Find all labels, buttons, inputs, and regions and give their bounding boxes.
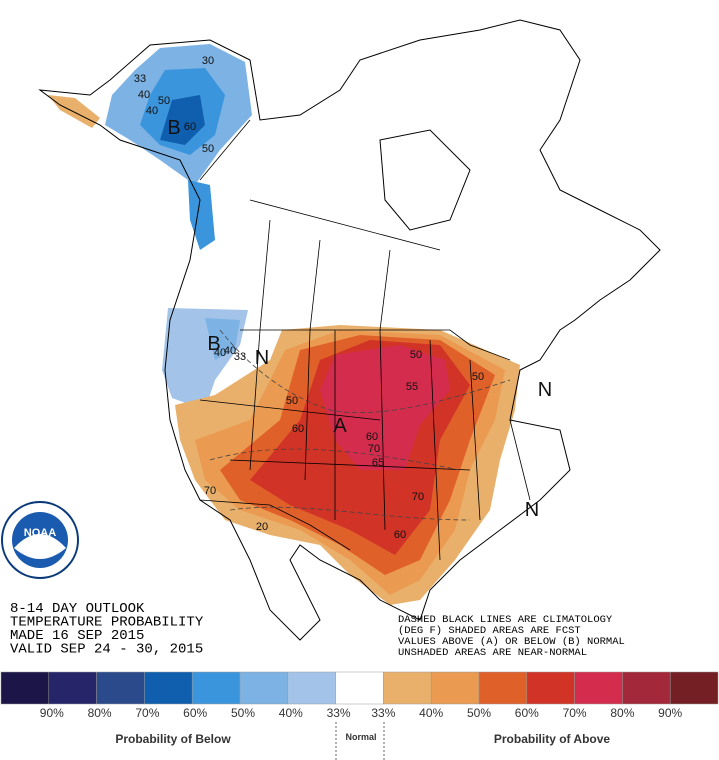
legend-label: 80%	[610, 706, 634, 720]
legend-swatch	[383, 671, 432, 705]
legend-label: 33%	[327, 706, 351, 720]
outlook-line: 8-14 DAY OUTLOOK	[10, 601, 145, 617]
contour-label: 70	[368, 443, 380, 455]
legend-swatch	[574, 671, 623, 705]
legend-title: Probability of Below	[115, 732, 231, 746]
outlook-line: TEMPERATURE PROBABILITY	[10, 615, 204, 631]
region-letter: N	[255, 347, 269, 369]
border	[240, 329, 511, 361]
legend-title: Normal	[345, 732, 376, 742]
region-letter: A	[333, 415, 347, 437]
contour-label: 60	[292, 423, 304, 435]
contour-label: 60	[184, 121, 196, 133]
region-letter: B	[167, 117, 180, 139]
note-line: (DEG F) SHADED AREAS ARE FCST	[398, 625, 581, 637]
legend-swatch	[96, 671, 145, 705]
below-area	[205, 318, 240, 360]
contour-label: 50	[158, 95, 170, 107]
below-area	[188, 180, 215, 250]
legend-label: 60%	[515, 706, 539, 720]
legend-swatch	[669, 671, 719, 705]
legend-label: 70%	[135, 706, 159, 720]
below-area	[160, 95, 205, 145]
climatology-line	[219, 329, 511, 413]
above-area	[320, 345, 450, 470]
contour-label: 40	[214, 347, 226, 359]
outlook-line: MADE 16 SEP 2015	[10, 628, 144, 644]
region-letter: N	[525, 499, 539, 521]
legend-label: 90%	[40, 706, 64, 720]
legend-label: 40%	[419, 706, 443, 720]
legend-swatch	[478, 671, 528, 705]
contour-label: 60	[394, 529, 406, 541]
legend-swatch	[239, 671, 289, 705]
legend-label: 90%	[658, 706, 682, 720]
contour-label: 60	[366, 431, 378, 443]
contour-label: 40	[138, 89, 150, 101]
logo-wave	[14, 534, 66, 559]
legend-label: 40%	[279, 706, 303, 720]
contour-label: 50	[410, 349, 422, 361]
legend-label: 33%	[371, 706, 395, 720]
outlook-line: VALID SEP 24 - 30, 2015	[10, 642, 203, 658]
probability-shading	[48, 44, 520, 605]
hudson-bay	[379, 129, 471, 231]
legend-swatch	[144, 671, 193, 705]
region-letter: B	[207, 333, 220, 355]
contour-label: 65	[372, 457, 384, 469]
coastline	[38, 19, 661, 641]
border	[199, 119, 251, 181]
contour-label: 30	[202, 55, 214, 67]
notes-text: DASHED BLACK LINES ARE CLIMATOLOGY(DEG F…	[398, 614, 625, 659]
contour-label: 70	[204, 485, 216, 497]
note-line: UNSHADED AREAS ARE NEAR-NORMAL	[398, 647, 587, 659]
contour-label: 40	[224, 345, 236, 357]
legend-swatch	[430, 671, 480, 705]
outlines	[38, 19, 661, 641]
legend-label: 50%	[467, 706, 491, 720]
legend-label: 50%	[231, 706, 255, 720]
legend-label: 80%	[88, 706, 112, 720]
border	[199, 499, 351, 551]
legend-title: Probability of Above	[494, 732, 611, 746]
contour-label: 40	[146, 105, 158, 117]
legend-swatch	[191, 671, 241, 705]
region-letter: N	[538, 379, 552, 401]
border	[249, 199, 441, 331]
contour-label: 33	[234, 351, 246, 363]
legend: 90% 80% 70% 60% 50% 40% 33% 33% 40% 50% 60% 70% 80% 9…	[0, 671, 719, 720]
legend-swatch	[335, 671, 384, 705]
legend-label: 60%	[183, 706, 207, 720]
contour-label: 70	[412, 491, 424, 503]
legend-swatch	[0, 671, 50, 705]
legend-swatch	[48, 671, 97, 705]
climatology-line	[229, 506, 471, 521]
contour-label: 33	[134, 73, 146, 85]
climatology-line	[209, 448, 461, 471]
logo-text: NOAA	[24, 527, 56, 539]
state-line	[199, 329, 531, 561]
note-line: DASHED BLACK LINES ARE CLIMATOLOGY	[398, 614, 613, 626]
legend-swatch	[287, 671, 336, 705]
legend-label: 70%	[563, 706, 587, 720]
contour-label: 55	[406, 381, 418, 393]
contour-label: 50	[472, 371, 484, 383]
legend-swatch	[622, 671, 671, 705]
noaa-logo: NOAA	[1, 501, 79, 579]
note-line: VALUES ABOVE (A) OR BELOW (B) NORMAL	[398, 636, 625, 648]
legend-swatch	[526, 671, 575, 705]
contour-label: 20	[256, 521, 268, 533]
contour-label: 50	[286, 395, 298, 407]
contour-label: 50	[202, 143, 214, 155]
